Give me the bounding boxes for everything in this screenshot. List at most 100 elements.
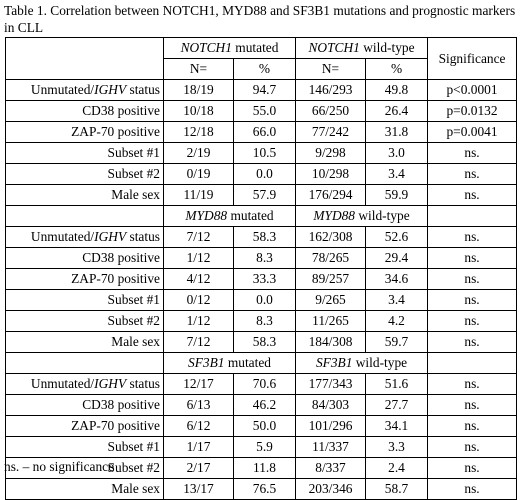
row-label: Subset #1 (5, 436, 164, 458)
row-label: Subset #2 (5, 310, 164, 332)
significance-label: Significance (438, 50, 506, 66)
table-row: Unmutated/IGHV status 12/17 70.6 177/343 51.… (5, 373, 518, 395)
mutated-label: mutated (230, 208, 274, 223)
mutated-percent: 5.9 (232, 436, 297, 458)
significance-header (427, 352, 518, 374)
significance-value: ns. (427, 289, 518, 311)
wildtype-percent: 26.4 (365, 100, 429, 122)
row-label: Unmutated/IGHV status (5, 79, 164, 101)
document-page: Table 1. Correlation between NOTCH1, MYD… (4, 3, 518, 500)
table-row: Subset #2 0/19 0.0 10/298 3.4 ns. (5, 163, 518, 185)
mutated-count: 1/17 (163, 436, 234, 458)
wildtype-group-header: MYD88 wild-type (295, 205, 429, 227)
row-label: ZAP-70 positive (5, 415, 164, 437)
row-label: Male sex (5, 184, 164, 206)
wildtype-label: wild-type (355, 355, 408, 370)
gene-name: NOTCH1 (308, 40, 360, 55)
mutated-label: mutated (235, 40, 279, 55)
mutated-percent: 46.2 (232, 394, 297, 416)
row-label: CD38 positive (5, 100, 164, 122)
row-label-italic: IGHV (94, 229, 127, 244)
table-row: CD38 positive 6/13 46.2 84/303 27.7 ns. (5, 394, 518, 416)
row-label: Subset #2 (5, 163, 164, 185)
row-label-text: CD38 positive (82, 250, 160, 265)
mutated-count: 10/18 (163, 100, 234, 122)
row-label-suffix: status (126, 82, 160, 97)
row-label-text: Unmutated/ (30, 229, 95, 244)
wildtype-count: 84/303 (295, 394, 367, 416)
significance-value: ns. (427, 310, 518, 332)
row-label-text: CD38 positive (82, 103, 160, 118)
mutated-group-header: MYD88 mutated (162, 205, 297, 227)
wildtype-count: 184/308 (295, 331, 367, 353)
wildtype-count: 146/293 (295, 79, 367, 101)
mutated-percent: 58.3 (232, 226, 297, 248)
wildtype-percent: 31.8 (365, 121, 429, 143)
row-label: ZAP-70 positive (5, 268, 164, 290)
n-header: N= (321, 61, 340, 76)
mutated-count: 12/17 (163, 373, 234, 395)
wildtype-label: wild-type (358, 208, 410, 223)
row-label-text: Subset #2 (107, 460, 160, 475)
mutated-count: 18/19 (163, 79, 234, 101)
row-label-suffix: status (126, 229, 160, 244)
mutated-percent: 57.9 (232, 184, 297, 206)
mutated-count: 7/12 (163, 331, 234, 353)
pct-header: % (258, 61, 271, 76)
wildtype-group-header: NOTCH1 wild-type (295, 37, 429, 59)
wildtype-count: 162/308 (295, 226, 367, 248)
significance-value: ns. (427, 163, 518, 185)
table-row: Subset #2 1/12 8.3 11/265 4.2 ns. (5, 310, 518, 332)
row-label: Male sex (5, 478, 164, 500)
mutated-percent: 76.5 (232, 478, 297, 500)
wildtype-count: 11/337 (295, 436, 367, 458)
significance-value: ns. (427, 457, 518, 479)
row-label: Subset #1 (5, 289, 164, 311)
correlation-table: NOTCH1 mutated NOTCH1 wild-type Significan… (5, 37, 518, 500)
wildtype-count: 101/296 (295, 415, 367, 437)
mutated-group-header: NOTCH1 mutated (162, 37, 297, 59)
row-label: CD38 positive (5, 394, 164, 416)
mutated-count: 13/17 (163, 478, 234, 500)
table-row: Subset #1 2/19 10.5 9/298 3.0 ns. (5, 142, 518, 164)
mutated-percent: 55.0 (232, 100, 297, 122)
row-label-text: Subset #2 (107, 166, 160, 181)
row-label: ZAP-70 positive (5, 121, 164, 143)
row-label-text: Unmutated/ (30, 376, 95, 391)
wildtype-label: wild-type (363, 40, 415, 55)
gene-name: MYD88 (185, 208, 228, 223)
table-row: Male sex 11/19 57.9 176/294 59.9 ns. (5, 184, 518, 206)
table-row: CD38 positive 10/18 55.0 66/250 26.4 p=0.0132 (5, 100, 518, 122)
gene-name: SF3B1 (315, 355, 353, 370)
mutated-percent: 58.3 (232, 331, 297, 353)
wildtype-count: 9/298 (295, 142, 367, 164)
wildtype-count: 10/298 (295, 163, 367, 185)
row-label: CD38 positive (5, 247, 164, 269)
gene-name: SF3B1 (188, 355, 225, 370)
row-label-suffix: status (126, 376, 160, 391)
wildtype-count: 203/346 (295, 478, 367, 500)
row-label-text: Male sex (111, 334, 160, 349)
wildtype-count: 77/242 (295, 121, 367, 143)
row-label-text: Subset #1 (107, 439, 160, 454)
row-label-text: Male sex (111, 187, 160, 202)
group-header-row: NOTCH1 mutated NOTCH1 wild-type Significan… (5, 37, 518, 80)
significance-header: Significance (427, 37, 518, 80)
table-row: ZAP-70 positive 6/12 50.0 101/296 34.1 ns. (5, 415, 518, 437)
row-label: Subset #1 (5, 142, 164, 164)
significance-value: ns. (427, 142, 518, 164)
wildtype-percent: 4.2 (365, 310, 429, 332)
gene-name: MYD88 (313, 208, 356, 223)
wildtype-percent: 3.3 (365, 436, 429, 458)
mutated-count: 11/19 (163, 184, 234, 206)
row-label-text: ZAP-70 positive (71, 271, 160, 286)
table-row: Subset #1 0/12 0.0 9/265 3.4 ns. (5, 289, 518, 311)
wildtype-percent: 34.1 (365, 415, 429, 437)
table-row: Male sex 13/17 76.5 203/346 58.7 ns. (5, 478, 518, 500)
mutated-group-header: SF3B1 mutated (162, 352, 297, 374)
significance-value: p=0.0041 (427, 121, 518, 143)
significance-value: ns. (427, 226, 518, 248)
mutated-percent: 66.0 (232, 121, 297, 143)
blank-header-cell (5, 352, 164, 374)
mutated-count: 12/18 (163, 121, 234, 143)
